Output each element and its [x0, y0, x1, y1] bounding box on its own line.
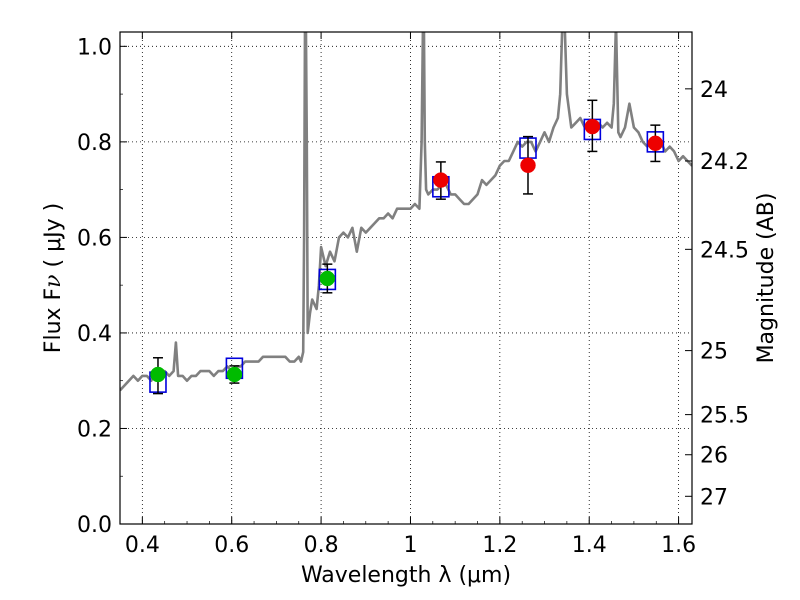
nir-data-point	[584, 118, 601, 135]
optical-data-point	[319, 270, 336, 287]
x-tick-label: 1.6	[661, 533, 696, 558]
mag-tick-label: 25.5	[700, 404, 749, 429]
axis-ticks: 0.4 0.6 0.8 1 1.2 1.4 1.6 0.0 0.2 0.4 0.6 0.8 1.0 24 2…	[77, 32, 749, 558]
y-tick-label: 0.4	[77, 322, 112, 347]
x-tick-label: 0.8	[304, 533, 339, 558]
y-tick-label: 0.2	[77, 417, 112, 442]
mag-tick-label: 25	[700, 340, 728, 365]
nir-data-point	[433, 172, 449, 188]
y-tick-label: 0.6	[77, 226, 112, 251]
y-axis-label-sub: ν	[41, 274, 66, 287]
y-axis-label-prefix: Flux F	[41, 288, 66, 353]
x-tick-label: 1.4	[572, 533, 607, 558]
y-tick-label: 0.8	[77, 131, 112, 156]
x-tick-label: 1.2	[482, 533, 517, 558]
y-tick-label: 1.0	[77, 35, 112, 60]
nir-data-point	[520, 157, 536, 174]
mag-tick-label: 26	[700, 444, 728, 469]
mag-tick-label: 24.2	[700, 150, 749, 175]
x-tick-label: 1	[403, 533, 417, 558]
observed-photometry-layer	[150, 99, 664, 395]
y-tick-label: 0.0	[77, 513, 112, 538]
x-tick-label: 0.4	[125, 533, 160, 558]
nir-data-point	[647, 135, 664, 152]
y-axis-label-suffix: ( μJy )	[41, 203, 66, 275]
x-axis-label: Wavelength λ (μm)	[301, 563, 511, 588]
right-axis-label: Magnitude (AB)	[754, 193, 779, 364]
optical-data-point	[150, 366, 166, 383]
mag-tick-label: 24	[700, 78, 728, 103]
plot-frame	[119, 31, 693, 525]
mag-tick-label: 27	[700, 485, 728, 510]
y-axis-label: Flux Fν ( μJy )	[41, 203, 66, 353]
optical-data-point	[226, 366, 243, 383]
x-tick-label: 0.6	[214, 533, 249, 558]
mag-tick-label: 24.5	[700, 238, 749, 263]
